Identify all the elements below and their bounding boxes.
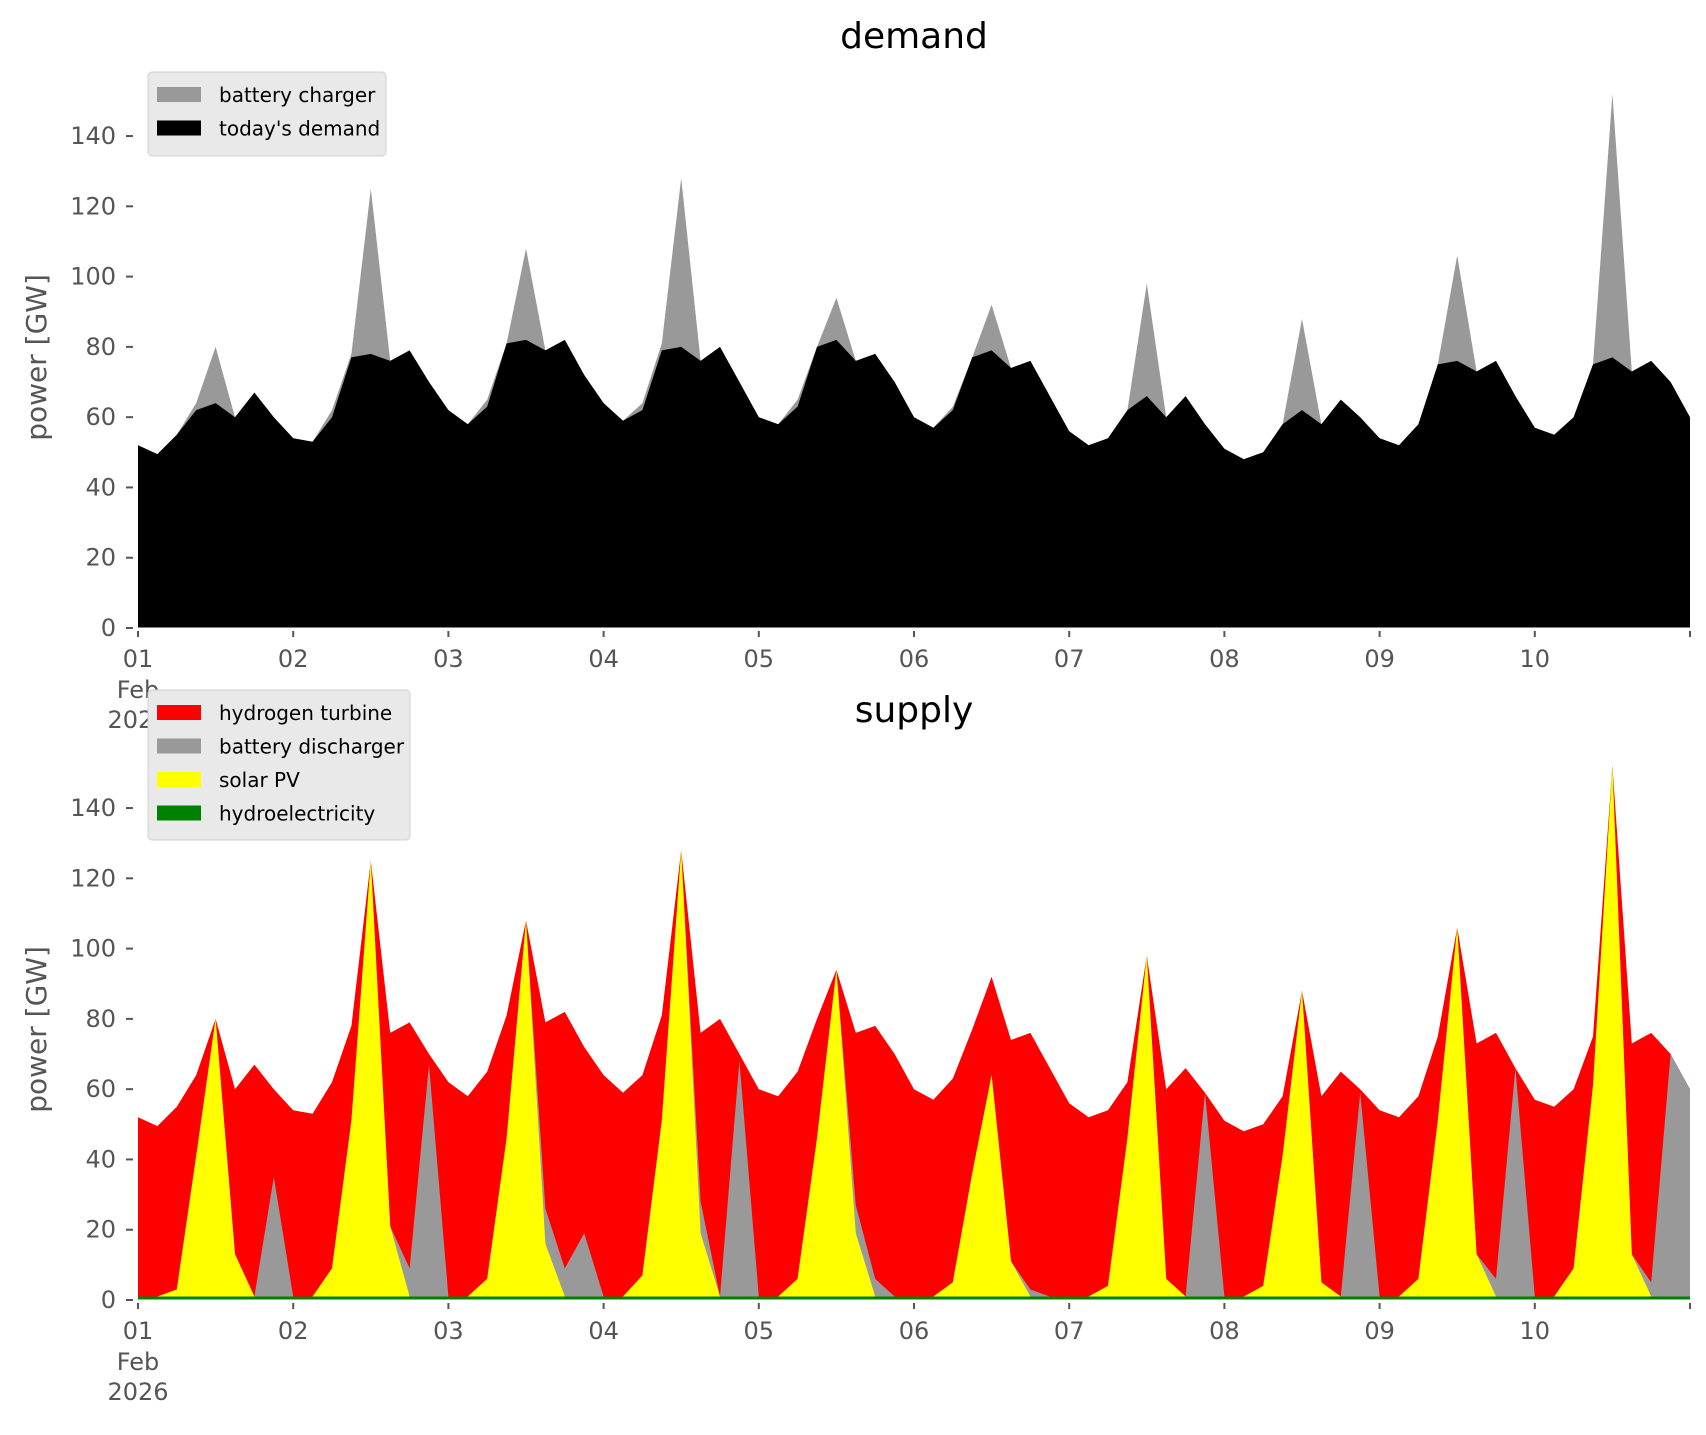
x-tick-label: 01 [123,1317,154,1345]
y-tick-label: 40 [85,1145,116,1173]
legend-swatch [157,738,201,754]
x-tick-label: 10 [1520,645,1551,673]
legend-entry: battery charger [219,83,376,107]
legend-entry: hydrogen turbine [219,701,392,725]
x-tick-label: 08 [1209,1317,1240,1345]
y-tick-label: 100 [70,263,116,291]
y-tick-label: 100 [70,935,116,963]
x-tick-label: 08 [1209,645,1240,673]
legend-swatch [157,805,201,821]
legend-swatch [157,705,201,720]
x-tick-label: 05 [744,1317,775,1345]
x-tick-label: 07 [1054,645,1085,673]
x-tick-label: 07 [1054,1317,1085,1345]
y-tick-label: 40 [85,473,116,501]
x-tick-label: 01 [123,645,154,673]
y-axis-label: power [GW] [20,946,53,1113]
x-tick-label: 10 [1520,1317,1551,1345]
x-tick-label-date: Feb [117,1348,160,1376]
y-tick-label: 120 [70,864,116,892]
chart-title: supply [855,690,974,731]
area-hydroelectricity [138,1296,1690,1300]
x-tick-label: 06 [899,1317,930,1345]
legend-entry: battery discharger [219,735,405,759]
legend-entry: hydroelectricity [219,802,375,826]
chart-title: demand [840,16,988,57]
x-tick-label: 02 [278,1317,309,1345]
y-tick-label: 20 [85,1216,116,1244]
supply-panel: 0 20 40 60 80 100 120 140 01 02 03 04 05 06 07 08 09 10 Fe… [20,689,1691,1406]
y-tick-label: 140 [70,122,116,150]
y-tick-label: 60 [85,1075,116,1103]
legend-swatch [157,87,201,102]
x-tick-label: 02 [278,645,309,673]
x-tick-label: 03 [433,645,464,673]
y-axis-label: power [GW] [20,274,53,441]
x-tick-label: 04 [588,645,619,673]
legend-swatch [157,772,201,787]
x-tick-label: 05 [744,645,775,673]
legend-entry: today's demand [219,117,380,141]
x-tick-label: 03 [433,1317,464,1345]
y-tick-label: 20 [85,544,116,572]
legend-swatch [157,120,201,136]
area-solar-pv [138,765,1690,1300]
y-tick-label: 60 [85,403,116,431]
y-tick-label: 0 [101,614,116,642]
legend: battery charger today's demand [147,71,387,157]
y-tick-label: 140 [70,794,116,822]
x-tick-label: 09 [1364,645,1395,673]
y-tick-label: 80 [85,1005,116,1033]
legend-box [147,71,387,157]
legend-entry: solar PV [219,768,300,792]
legend: hydrogen turbine battery discharger solar … [147,689,411,841]
area-today-s-demand [138,339,1690,628]
x-tick-label: 09 [1364,1317,1395,1345]
y-tick-label: 120 [70,192,116,220]
x-tick-label-date: 2026 [107,1378,168,1406]
y-tick-label: 0 [101,1286,116,1314]
y-tick-label: 80 [85,333,116,361]
x-tick-label: 06 [899,645,930,673]
legend-box [147,689,411,841]
x-tick-label: 04 [588,1317,619,1345]
